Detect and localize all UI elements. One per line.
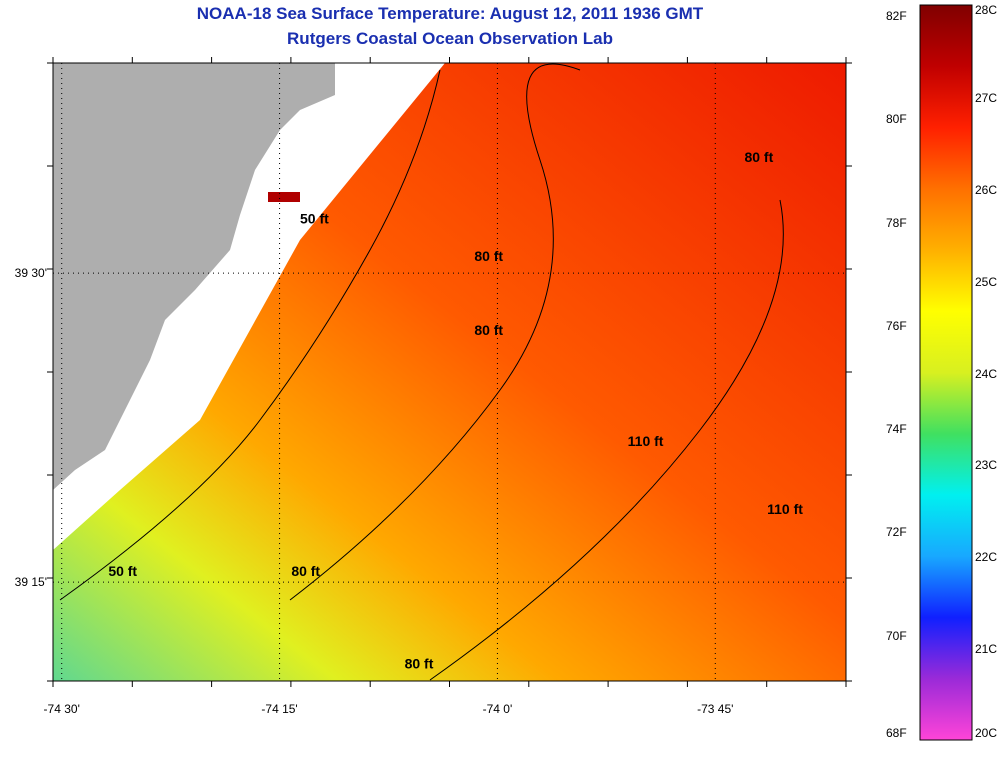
colorbar-fahrenheit-label: 72F: [886, 525, 907, 540]
colorbar-celsius-label: 26C: [975, 182, 998, 197]
contour-label: 50 ft: [300, 211, 329, 227]
y-tick-label: 39 30': [15, 266, 47, 280]
contour-label: 80 ft: [474, 322, 503, 338]
colorbar-celsius-label: 22C: [975, 550, 998, 565]
colorbar: 82F 80F 78F 76F 74F 72F 70F 68F 28C 27C 26C 25C 24C…: [880, 0, 1000, 754]
hot-pixel-bay: [268, 192, 300, 202]
sst-map: 50 ft 50 ft 80 ft 80 ft 80 ft 80 ft 80 ft 110 f…: [15, 57, 852, 716]
x-tick-label: -74 0': [483, 702, 513, 716]
axis-ticks: -74 30' -74 15' -74 0' -73 45' 39 30' 39 15': [15, 57, 852, 716]
colorbar-scale: [919, 4, 973, 741]
contour-label: 80 ft: [291, 563, 320, 579]
map-subtitle: Rutgers Coastal Ocean Observation Lab: [287, 29, 613, 48]
colorbar-celsius-label: 21C: [975, 642, 998, 657]
colorbar-fahrenheit-label: 70F: [886, 628, 907, 643]
contour-labels: 50 ft 50 ft 80 ft 80 ft 80 ft 80 ft 80 ft 110 f…: [108, 149, 803, 672]
contour-label: 110 ft: [628, 433, 664, 449]
colorbar-celsius-label: 27C: [975, 90, 998, 105]
colorbar-celsius-label: 25C: [975, 274, 998, 289]
colorbar-celsius-label: 24C: [975, 366, 998, 381]
contour-label: 50 ft: [108, 563, 137, 579]
x-tick-label: -73 45': [697, 702, 733, 716]
colorbar-gradient: [919, 4, 973, 741]
colorbar-fahrenheit-label: 74F: [886, 422, 907, 437]
x-tick-label: -74 15': [261, 702, 297, 716]
contour-label: 80 ft: [474, 248, 503, 264]
colorbar-fahrenheit-label: 76F: [886, 318, 907, 333]
colorbar-fahrenheit-label: 82F: [886, 9, 907, 23]
colorbar-celsius-label: 28C: [975, 3, 998, 17]
y-tick-label: 39 15': [15, 575, 47, 589]
colorbar-fahrenheit-label: 78F: [886, 215, 907, 230]
contour-110ft: [429, 199, 784, 681]
colorbar-celsius-label: 20C: [975, 726, 998, 740]
map-plot-area: [53, 63, 846, 681]
map-title: NOAA-18 Sea Surface Temperature: August …: [196, 4, 704, 23]
land-new-jersey: [53, 63, 335, 490]
graticule: [53, 63, 846, 681]
contour-80ft: [289, 63, 581, 601]
colorbar-fahrenheit-label: 80F: [886, 112, 907, 127]
contour-label: 110 ft: [767, 501, 803, 517]
colorbar-celsius-label: 23C: [975, 458, 998, 473]
colorbar-fahrenheit-label: 68F: [886, 726, 907, 740]
contour-label: 80 ft: [744, 149, 773, 165]
x-tick-label: -74 30': [44, 702, 80, 716]
contour-50ft: [59, 69, 441, 601]
contour-label: 80 ft: [405, 656, 434, 672]
